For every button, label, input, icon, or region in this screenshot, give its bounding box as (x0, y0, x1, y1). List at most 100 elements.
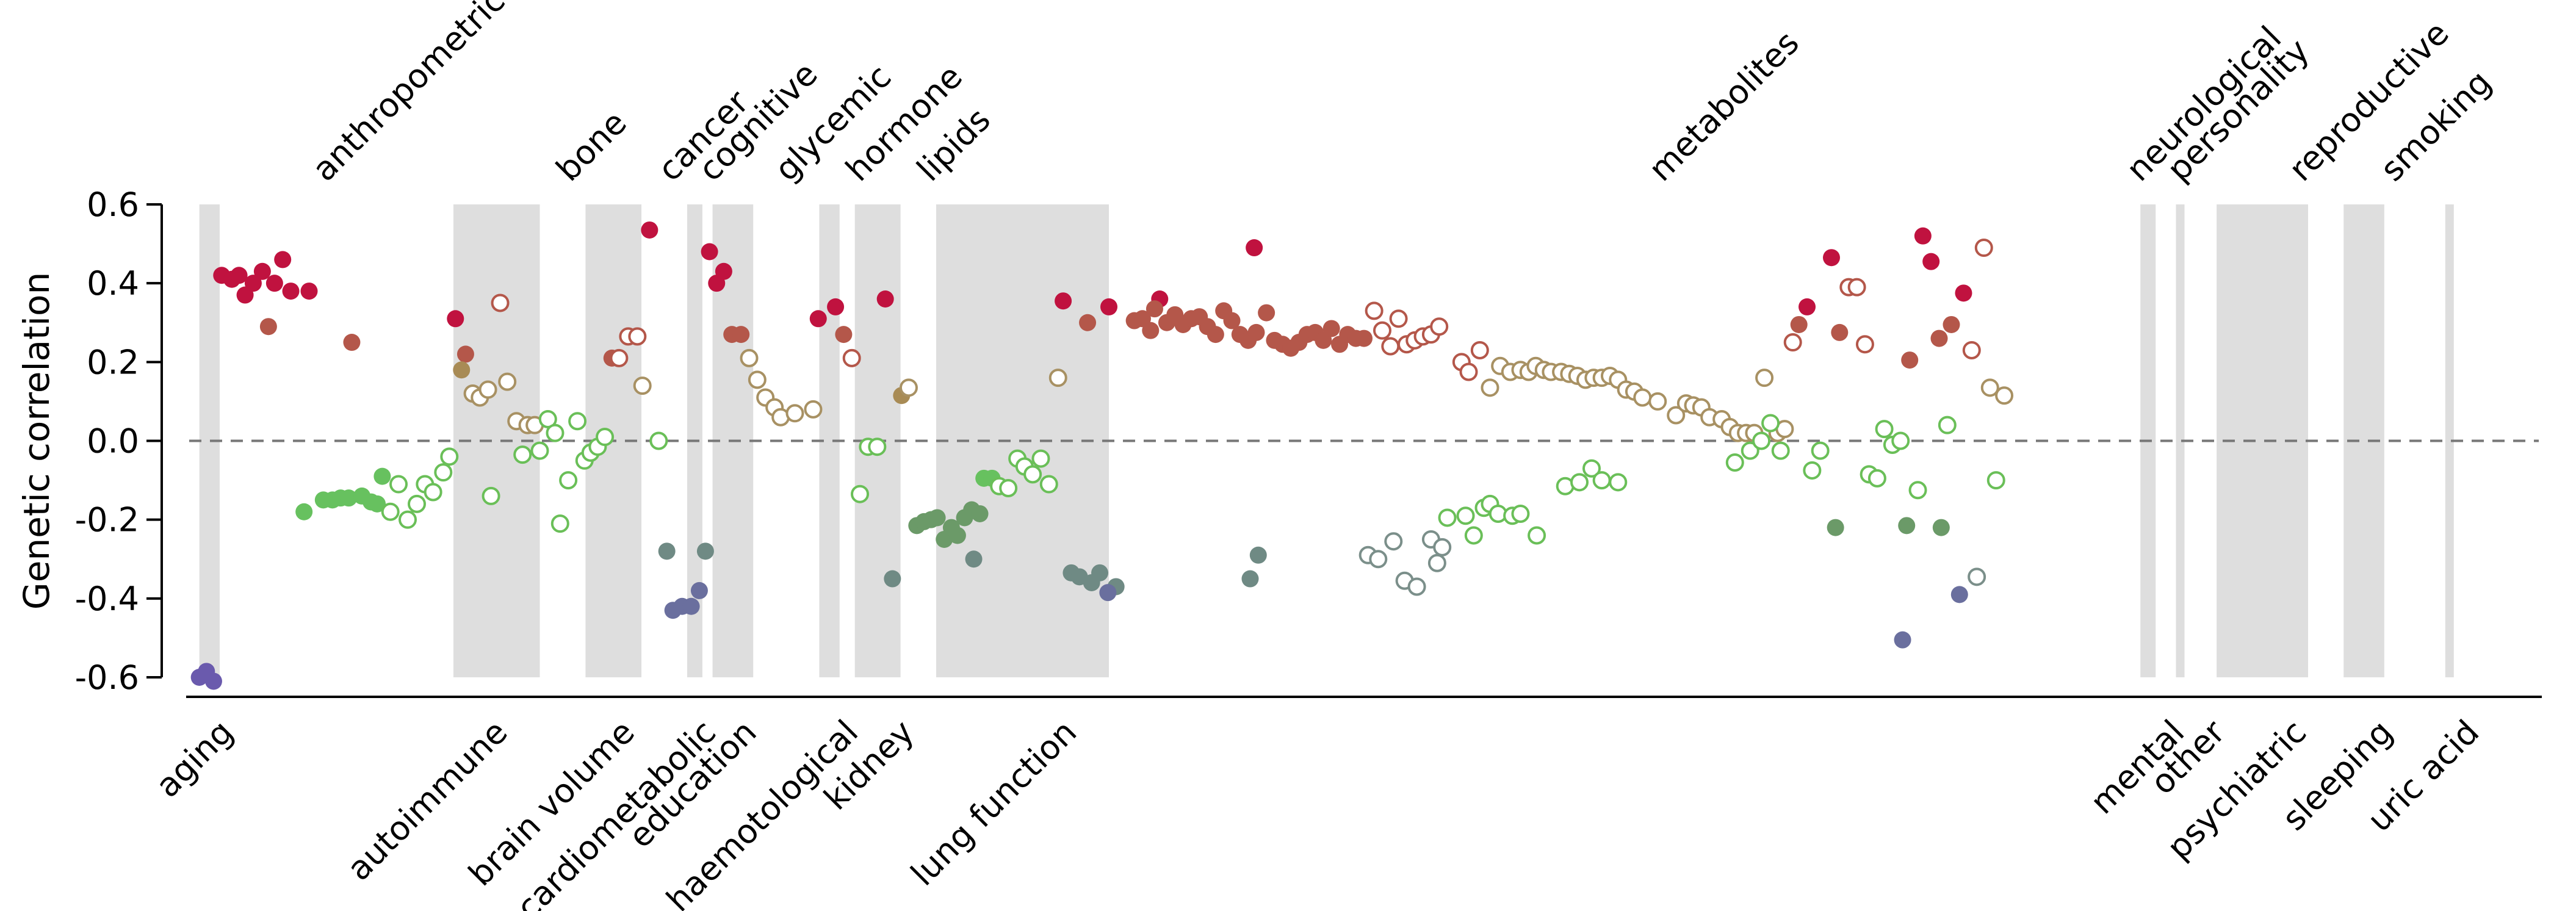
point-bone (596, 428, 615, 447)
point-metabolites-rust (1247, 323, 1265, 341)
point-brain-volume-open-tan (633, 376, 652, 395)
point-lung-function-open (999, 479, 1018, 497)
point-metabolites-open-green (1464, 526, 1483, 545)
point-metabolites-open-green (1511, 504, 1530, 523)
point-neurological-crimson (1799, 298, 1816, 315)
point-metabolites-rust (1207, 326, 1224, 344)
point-lung-function (928, 509, 946, 527)
point-anthropometric-neg (340, 489, 358, 507)
point-metabolites-open-grey (1433, 538, 1452, 556)
point-metabolites-open-green (1609, 473, 1628, 492)
point-metabolites-open-green (1725, 453, 1744, 472)
category-bands (199, 204, 2454, 677)
point-metabolites-open-grey (1407, 577, 1426, 596)
point-metabolites-grey (1241, 570, 1259, 588)
point-uric-slate (1894, 631, 1911, 649)
bottom-label: lung function (903, 713, 1084, 893)
point-lung-function-open-tan (1048, 369, 1067, 387)
point-metabolites-open-green (1528, 526, 1546, 545)
point-sleeping-green (1898, 517, 1916, 535)
point-anthropometric-rust (259, 318, 277, 336)
point-psychiatric-open-green (1891, 431, 1910, 450)
point-anthropometric-neg (373, 467, 391, 485)
point-metabolites-rust (1223, 312, 1241, 329)
point-autoimmune-open (498, 372, 517, 391)
y-tick-label: 0.2 (87, 343, 139, 381)
point-autoimmune-tan (453, 361, 471, 379)
point-smoking-open-green (1986, 471, 2005, 490)
y-axis: 0.6 0.4 0.2 0.0 -0.2 -0.4 -0.6 (75, 185, 163, 697)
top-label: anthropometric (305, 0, 512, 189)
y-tick-label: -0.6 (75, 658, 139, 697)
point-anthropometric-open (408, 494, 427, 513)
point-metabolites-open-green (1592, 471, 1611, 490)
point-sleeping-rust (1901, 351, 1919, 369)
point-education-open (785, 404, 804, 423)
point-mental-open-red (1783, 333, 1802, 352)
point-metabolites-rust (1145, 300, 1163, 318)
point-bone (559, 471, 578, 490)
point-smoking-open-tan (1995, 386, 2014, 405)
point-glycemic (809, 310, 827, 328)
point-metabolites-open-red (1365, 301, 1384, 320)
data-points (190, 221, 2014, 690)
point-sleeping-crimson (1922, 253, 1940, 270)
point-autoimmune (447, 310, 464, 328)
point-smoking-open-grey (1968, 567, 1986, 586)
point-haemo-open-green (868, 437, 887, 456)
point-cognitive (701, 243, 718, 261)
point-metabolites-open-grey (1427, 553, 1446, 572)
point-anthropometric-neg (295, 503, 313, 520)
point-bone (550, 514, 569, 533)
point-other-open-green (1803, 461, 1822, 480)
point-education-open (748, 370, 767, 389)
point-psychiatric-open-red (1847, 278, 1866, 297)
point-anthropometric (282, 283, 300, 300)
point-lung-function (948, 527, 966, 544)
point-metabolites-open-green (1741, 441, 1759, 460)
point-metabolites-open-red (1459, 362, 1478, 381)
point-metabolites-rust (1258, 304, 1275, 322)
point-autoimmune-open-green (546, 423, 565, 442)
point-aging (204, 672, 222, 690)
point-metabolites-open-grey (1384, 532, 1403, 551)
point-cardiometabolic-grey (658, 542, 676, 560)
top-label: metabolites (1641, 23, 1806, 189)
point-metabolites-rust (1355, 329, 1373, 347)
bottom-label: aging (148, 713, 240, 805)
point-anthropometric-open (424, 483, 442, 502)
point-autoimmune-open-green (538, 409, 557, 428)
y-tick-label: -0.4 (75, 580, 139, 618)
point-anthropometric (265, 275, 283, 292)
point-metabolites-slate (1099, 584, 1117, 602)
point-metabolites-open-tan (1633, 388, 1652, 407)
point-sleeping-open-green (1908, 481, 1927, 500)
point-lung-function-open (1039, 475, 1058, 494)
point-metabolites-open-tan (1481, 378, 1499, 397)
point-metabolites-open-green (1771, 441, 1790, 460)
point-psychiatric-open-red (1855, 335, 1874, 354)
point-autoimmune-open-green (530, 441, 549, 460)
point-cognitive (715, 262, 732, 280)
point-sleeping-green (1932, 519, 1950, 536)
point-lung-function-open (1031, 449, 1050, 468)
y-tick-label: -0.2 (75, 501, 139, 539)
point-metabolites-open-green (1761, 414, 1780, 433)
point-brain-volume-open (610, 348, 629, 367)
point-sleeping-open-green (1938, 416, 1957, 434)
point-cancer (641, 221, 658, 239)
point-metabolites-open-red (1470, 340, 1489, 359)
point-psychiatric-open-green (1867, 469, 1886, 488)
band-9 (2176, 204, 2185, 677)
point-metabolites-open-tan (1755, 369, 1774, 387)
point-metabolites-crimson (1246, 239, 1263, 257)
point-autoimmune-open-green (482, 486, 500, 505)
point-anthropometric-open (399, 510, 417, 529)
point-anthropometric-open (434, 463, 453, 482)
point-autoimmune-open-green (513, 445, 532, 464)
point-metabolites-open-grey (1369, 550, 1388, 569)
point-sleeping-rust (1943, 315, 1960, 333)
point-hormone (876, 290, 894, 308)
point-education-open (804, 400, 823, 419)
